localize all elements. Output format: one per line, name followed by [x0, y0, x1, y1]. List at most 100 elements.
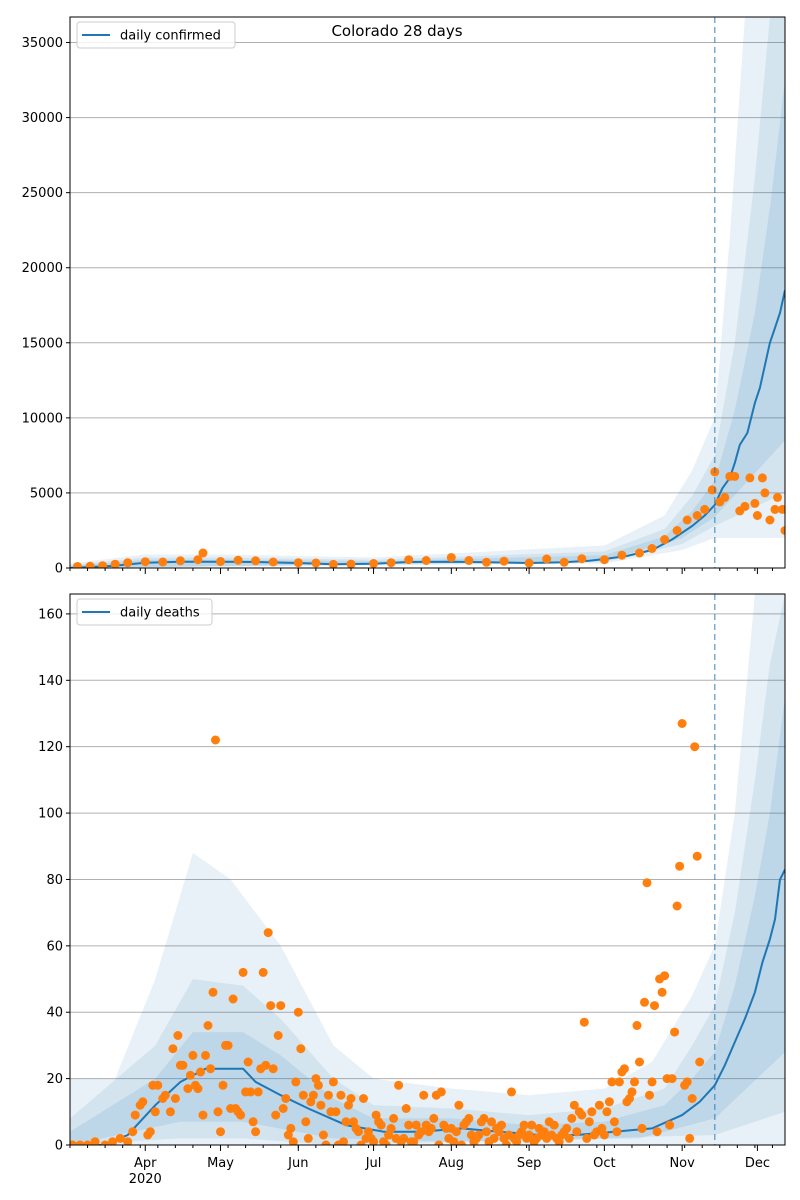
- observed-point: [446, 553, 456, 562]
- observed-point: [780, 526, 785, 535]
- observed-point: [404, 1120, 414, 1130]
- observed-point: [251, 556, 261, 566]
- observed-point: [271, 1110, 281, 1120]
- observed-point: [670, 1027, 680, 1037]
- observed-point: [216, 557, 225, 566]
- y-tick-label: 30000: [22, 111, 63, 126]
- observed-point: [630, 1077, 639, 1087]
- observed-point: [150, 1107, 160, 1117]
- observed-point: [243, 1057, 253, 1067]
- observed-point: [647, 1077, 657, 1087]
- observed-point: [750, 498, 760, 508]
- observed-point: [198, 1110, 208, 1120]
- x-tick-label: Jul: [365, 1156, 382, 1171]
- observed-point: [421, 556, 431, 565]
- observed-point: [569, 1100, 579, 1110]
- axes-frame: [69, 593, 786, 1146]
- observed-point: [612, 1127, 622, 1137]
- observed-point: [236, 1110, 246, 1120]
- observed-point: [253, 1087, 263, 1097]
- observed-point: [160, 1090, 170, 1100]
- y-tick-label: 25000: [22, 186, 63, 201]
- observed-point: [341, 1117, 351, 1127]
- uncertainty-band: [70, 594, 785, 1145]
- observed-point: [650, 1001, 659, 1011]
- observed-point: [635, 1057, 644, 1067]
- observed-point: [640, 997, 649, 1007]
- observed-point: [682, 515, 692, 525]
- uncertainty-band: [70, 17, 785, 568]
- observed-point: [582, 1133, 592, 1143]
- observed-point: [752, 511, 762, 520]
- observed-point: [273, 1031, 283, 1040]
- x-tick-label: Oct: [593, 1156, 615, 1171]
- observed-point: [690, 742, 700, 752]
- observed-point: [429, 1113, 439, 1123]
- observed-point: [258, 967, 268, 977]
- observed-point: [261, 1060, 271, 1070]
- y-tick-label: 120: [38, 740, 63, 755]
- observed-point: [276, 1001, 286, 1011]
- observed-point: [499, 556, 509, 566]
- observed-point: [456, 1140, 466, 1145]
- observed-point: [216, 1127, 225, 1137]
- y-tick-label: 35000: [22, 36, 63, 51]
- observed-point: [178, 1060, 188, 1070]
- observed-point: [672, 901, 682, 911]
- observed-point: [564, 1133, 574, 1143]
- observed-point: [602, 1107, 612, 1117]
- observed-point: [627, 1087, 637, 1097]
- observed-point: [246, 1087, 256, 1097]
- observed-point: [110, 559, 120, 568]
- observed-point: [401, 1104, 411, 1113]
- observed-point: [524, 558, 534, 568]
- observed-point: [695, 1057, 705, 1067]
- confirmed-panel: 0 5000 10000 15000 20000 25000 30000 35000 daily…: [22, 16, 786, 577]
- observed-point: [381, 1140, 391, 1145]
- observed-point: [286, 1123, 296, 1133]
- legend-box: [76, 21, 236, 49]
- observed-point: [519, 1120, 529, 1130]
- observed-point: [394, 1080, 404, 1090]
- observed-point: [645, 1090, 654, 1100]
- observed-point: [419, 1090, 429, 1100]
- x-tick-label: Dec: [745, 1156, 770, 1171]
- observed-point: [619, 1064, 629, 1074]
- observed-point: [85, 561, 95, 568]
- observed-point: [145, 1127, 155, 1137]
- observed-point: [757, 473, 767, 483]
- legend-label: daily deaths: [120, 606, 200, 621]
- observed-point: [123, 1137, 133, 1145]
- observed-point: [293, 1007, 303, 1017]
- observed-point: [223, 1040, 233, 1050]
- observed-point: [233, 555, 243, 565]
- y-tick-label: 20: [46, 1072, 63, 1087]
- observed-point: [426, 1123, 436, 1133]
- observed-point: [614, 1077, 624, 1087]
- observed-point: [497, 1120, 506, 1130]
- observed-point: [635, 548, 644, 558]
- observed-point: [170, 1094, 180, 1103]
- legend-box: [76, 598, 213, 626]
- observed-point: [479, 1113, 489, 1123]
- observed-point: [411, 1120, 421, 1130]
- observed-point: [675, 861, 685, 871]
- observed-point: [313, 1080, 323, 1090]
- observed-point: [587, 1107, 597, 1117]
- observed-point: [617, 550, 627, 560]
- observed-point: [577, 554, 587, 564]
- observed-point: [677, 719, 687, 728]
- observed-point: [173, 1031, 183, 1040]
- observed-point: [700, 504, 710, 514]
- observed-point: [185, 1070, 195, 1080]
- observed-point: [213, 1107, 223, 1117]
- observed-point: [667, 1074, 677, 1084]
- observed-point: [524, 1130, 534, 1140]
- observed-point: [449, 1137, 459, 1145]
- observed-point: [657, 987, 667, 997]
- observed-point: [308, 1090, 318, 1100]
- y-tick-label: 5000: [30, 486, 63, 501]
- observed-point: [778, 504, 785, 514]
- observed-point: [321, 1140, 331, 1145]
- observed-point: [238, 967, 248, 977]
